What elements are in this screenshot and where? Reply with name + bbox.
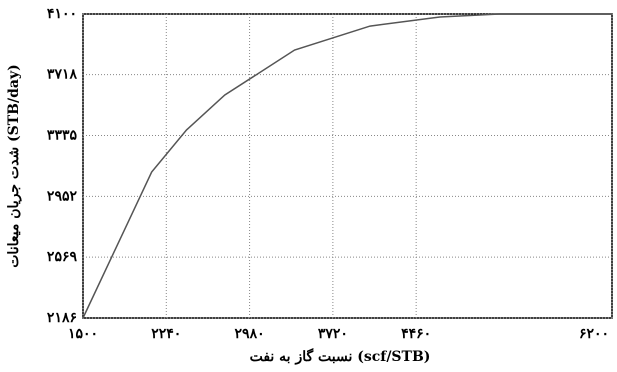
data-line bbox=[82, 13, 612, 319]
y-tick-label: ۲۵۶۹ bbox=[47, 249, 78, 265]
x-axis-label: نسبت گاز به نفت (scf/STB) bbox=[250, 348, 431, 365]
y-tick-label: ۳۷۱۸ bbox=[47, 67, 78, 83]
x-tick-label: ۱۵۰۰ bbox=[68, 326, 98, 342]
y-tick-label: ۲۱۸۶ bbox=[47, 310, 77, 326]
x-tick-label: ۲۲۴۰ bbox=[151, 326, 181, 342]
y-tick-label: ۳۳۳۵ bbox=[47, 128, 78, 144]
plot-frame bbox=[82, 13, 613, 319]
y-tick-label: ۲۹۵۲ bbox=[47, 188, 78, 204]
y-tick-label: ۴۱۰۰ bbox=[47, 6, 77, 22]
x-tick-label: ۲۹۸۰ bbox=[235, 326, 265, 342]
x-tick-label: ۶۲۰۰ bbox=[579, 326, 609, 342]
y-axis-label: شدت جریان میعانات (STB/day) bbox=[6, 64, 22, 268]
x-tick-label: ۴۴۶۰ bbox=[401, 326, 431, 342]
x-tick-label: ۳۷۲۰ bbox=[318, 326, 348, 342]
